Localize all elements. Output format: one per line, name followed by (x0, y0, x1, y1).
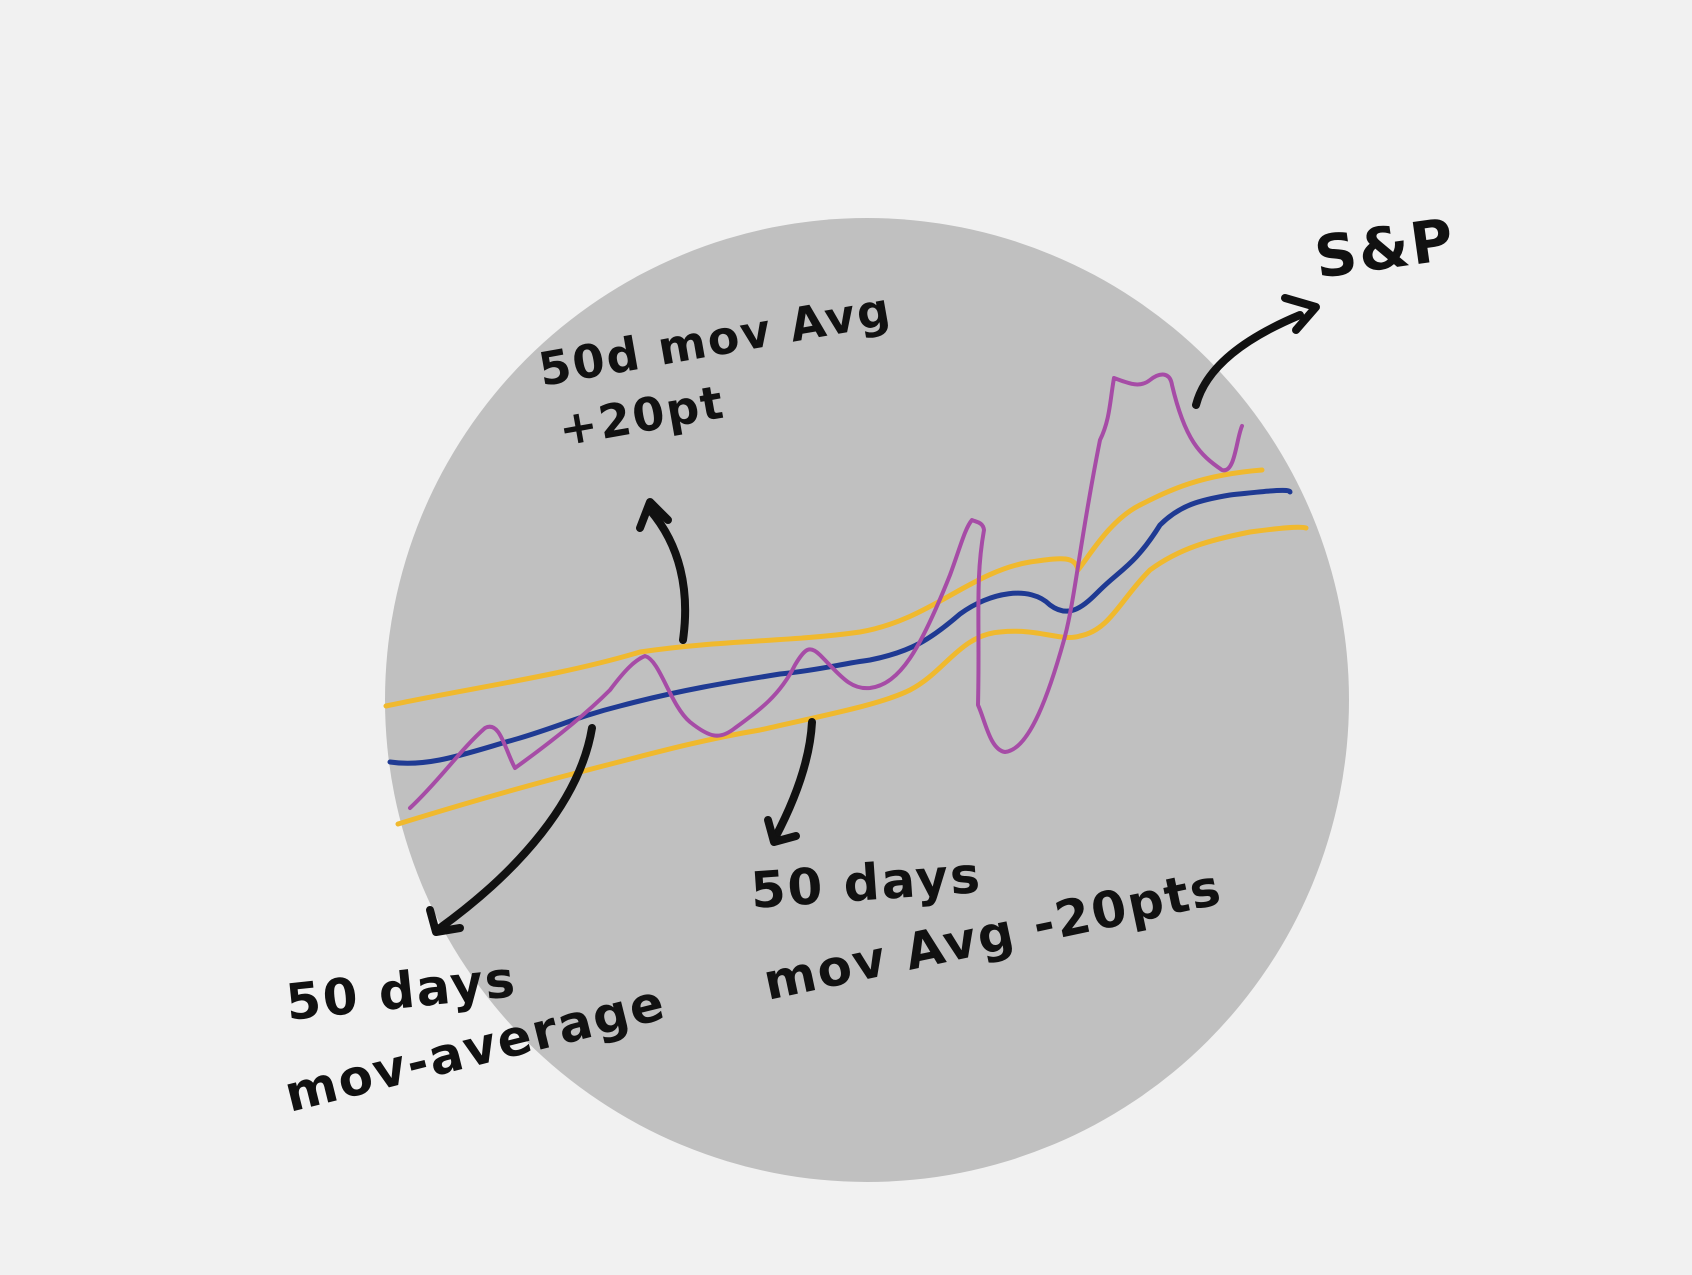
upper-band-arrow (646, 506, 690, 644)
sp-arrow-head (1281, 294, 1320, 334)
moving-average-line (387, 487, 1293, 766)
upper-band-arrow-head (636, 498, 672, 532)
lower-band-arrow (771, 718, 816, 842)
sp-label: S&P (1310, 205, 1459, 292)
sp-index-line (408, 372, 1244, 810)
annotation-arrows (426, 294, 1320, 936)
gray-disc (385, 218, 1349, 1182)
ma-arrow-head (426, 906, 464, 936)
sp-arrow (1192, 311, 1304, 409)
upper-band-line (383, 467, 1265, 709)
lower-band-line (395, 524, 1309, 827)
ma-arrow (436, 724, 596, 932)
lower-band-arrow-head (764, 816, 800, 846)
